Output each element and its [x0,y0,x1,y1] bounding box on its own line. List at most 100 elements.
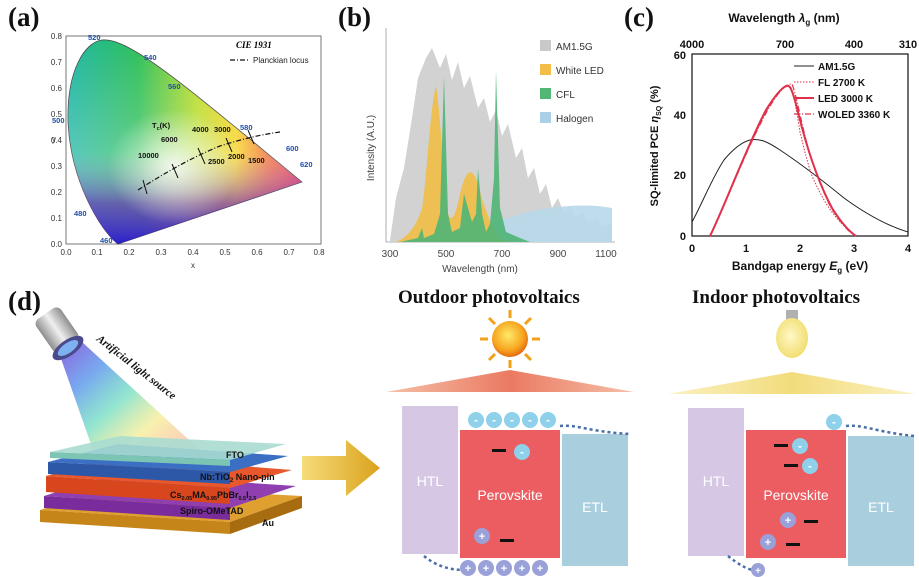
x-tick: 500 [438,249,455,260]
svg-text:-: - [528,413,532,427]
htl-block [688,408,744,556]
top-tick: 700 [776,39,794,51]
y-tick: 0.8 [51,32,63,41]
temp-label: 2000 [228,152,245,161]
top-tick: 400 [845,39,863,51]
htl-label: HTL [703,473,730,489]
y-tick: 0.2 [51,188,63,197]
wavelength-label: 600 [286,144,299,153]
led-lamp-icon [35,307,84,361]
x-tick: 0.6 [251,248,263,257]
x-tick: 0.8 [313,248,325,257]
legend-swatch-white-led [540,64,551,75]
x-tick: 0.3 [155,248,167,257]
wavelength-label: 620 [300,160,313,169]
hole: + [785,515,791,527]
svg-text:-: - [510,413,514,427]
wavelength-label: 500 [52,116,65,125]
panel-label-a: (a) [8,2,40,32]
device-stack-illustration: Artificial light source FTO Nb:TiO2 Nano… [35,307,302,534]
cie-chromaticity-diagram: 0.0 0.1 0.2 0.3 0.4 0.5 0.6 0.7 0.8 x 0.… [51,32,325,270]
legend-swatch-cfl [540,88,551,99]
htl-label: HTL [417,473,444,489]
layer-label-au: Au [262,518,274,528]
hole: + [765,537,771,549]
temp-label: 3000 [214,125,231,134]
layer-stack [40,436,302,534]
legend-label: AM1.5G [818,62,855,73]
wavelength-label: 580 [240,123,253,132]
electron: - [798,439,802,453]
transition-arrow-icon [302,440,380,496]
electron: - [832,415,836,429]
legend-label: White LED [556,66,604,77]
indoor-band-diagram: HTL Perovskite ETL - - - + + + [668,310,916,577]
hole-row: + + + + + [460,560,548,576]
x-tick: 900 [550,249,567,260]
y-axis-label: Intensity (A.U.) [366,115,377,181]
y-tick: 0.3 [51,162,63,171]
electron-row: -- -- - [468,412,556,428]
x-tick: 1100 [595,249,617,260]
x-tick: 3 [851,243,857,255]
temp-label: 1500 [248,156,265,165]
perovskite-label: Perovskite [763,487,829,503]
legend-label: CFL [556,90,575,101]
panel-label-b: (b) [338,2,371,32]
x-tick: 0.1 [91,248,103,257]
x-tick: 0.2 [123,248,135,257]
x-tick: 0.7 [283,248,295,257]
y-axis-label: y [52,135,56,144]
legend-label: AM1.5G [556,42,593,53]
legend-label: Planckian locus [253,56,309,65]
legend-label: WOLED 3360 K [818,110,891,121]
top-tick: 310 [899,39,917,51]
legend-swatch-halogen [540,112,551,123]
panel-label-d: (d) [8,286,41,316]
top-axis-label: Wavelength λg (nm) [728,11,839,27]
tc-sub: c [157,126,160,132]
wavelength-label: 540 [144,53,157,62]
svg-text:+: + [519,563,525,575]
top-tick: 4000 [680,39,704,51]
tc-label: T [152,121,157,130]
x-axis-label: Bandgap energy Eg (eV) [732,259,868,275]
layer-label-spiro: Spiro-OMeTAD [180,506,244,516]
y-tick: 20 [674,170,686,182]
etl-block [562,434,628,566]
etl-label: ETL [868,499,894,515]
y-tick: 0.0 [51,240,63,249]
x-tick: 1 [743,243,749,255]
temp-label: 4000 [192,125,209,134]
sun-icon [480,310,540,368]
legend-label: LED 3000 K [818,94,874,105]
electron: - [520,445,524,459]
wavelength-label: 520 [88,33,101,42]
temp-label: 10000 [138,151,159,160]
htl-block [402,406,458,554]
y-tick: 60 [674,50,686,62]
legend-label: FL 2700 K [818,78,866,89]
y-tick: 0.6 [51,84,63,93]
svg-text:+: + [501,563,507,575]
tc-unit: (K) [160,121,171,130]
x-tick: 0.0 [60,248,72,257]
svg-text:-: - [546,413,550,427]
outdoor-band-diagram: HTL Perovskite ETL -- -- - - + + + + + + [386,310,634,576]
y-tick: 40 [674,110,686,122]
x-axis-label: x [191,261,195,270]
y-tick: 0 [680,231,686,243]
wavelength-label: 460 [100,236,113,245]
y-tick: 0.5 [51,110,63,119]
panel-label-c: (c) [624,2,654,32]
svg-text:-: - [474,413,478,427]
svg-text:+: + [483,563,489,575]
x-tick: 0.4 [187,248,199,257]
legend-label: Halogen [556,114,593,125]
svg-text:+: + [537,563,543,575]
y-tick: 0.1 [51,214,63,223]
layer-label-fto: FTO [226,450,244,460]
etl-label: ETL [582,499,608,515]
svg-text:-: - [492,413,496,427]
y-axis-label: SQ-limited PCE ηSQ (%) [649,85,663,206]
